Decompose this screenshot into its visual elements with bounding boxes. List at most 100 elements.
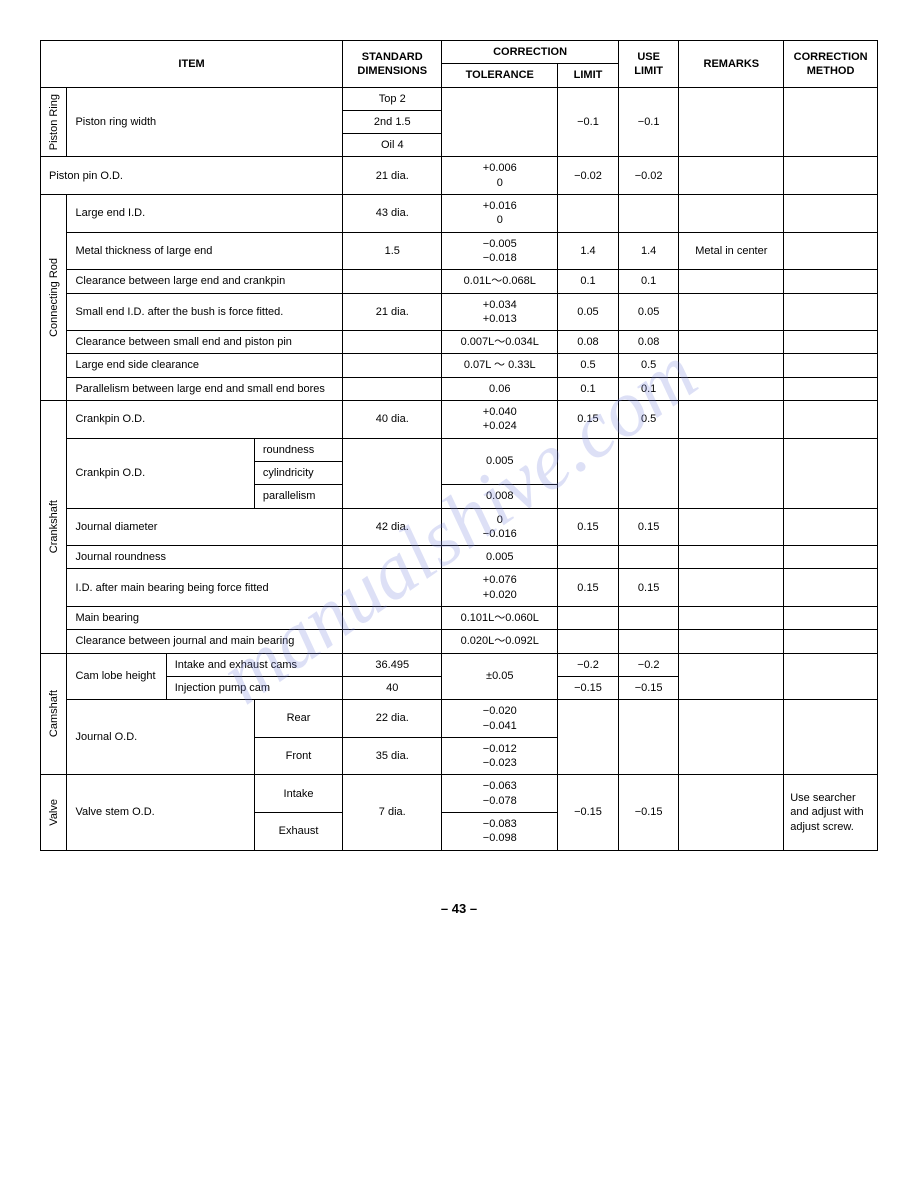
- limit-r17b: −0.15: [558, 676, 619, 699]
- category-crankshaft: Crankshaft: [41, 401, 67, 654]
- use-r11: [618, 438, 679, 508]
- tol-r18a: −0.020 −0.041: [442, 700, 558, 738]
- remarks-blank: [679, 87, 784, 157]
- use-r17a: −0.2: [618, 653, 679, 676]
- limit-r19: −0.15: [558, 775, 619, 850]
- std-r10: 40 dia.: [343, 401, 442, 439]
- limit-r18: [558, 700, 619, 775]
- page-number: – 43 –: [40, 901, 878, 916]
- std-r17b: 40: [343, 676, 442, 699]
- tol-r9: 0.06: [442, 377, 558, 400]
- method-r6: [784, 293, 878, 331]
- tol-r5: 0.01L～0.068L: [442, 270, 558, 293]
- method-r5: [784, 270, 878, 293]
- item-r13: Journal roundness: [67, 546, 343, 569]
- sub-injection: Injection pump cam: [166, 676, 342, 699]
- method-r12: [784, 508, 878, 546]
- tol-r19a: −0.063 −0.078: [442, 775, 558, 813]
- tol-r17: ±0.05: [442, 653, 558, 700]
- remarks-r16: [679, 630, 784, 653]
- std-r11: [343, 438, 442, 508]
- remarks-r9: [679, 377, 784, 400]
- sub-roundness: roundness: [254, 438, 342, 461]
- use-r2: −0.02: [618, 157, 679, 195]
- limit-r3: [558, 195, 619, 233]
- method-r17: [784, 653, 878, 700]
- method-r3: [784, 195, 878, 233]
- use-r3: [618, 195, 679, 233]
- limit-r4: 1.4: [558, 232, 619, 270]
- use-r5: 0.1: [618, 270, 679, 293]
- header-item: ITEM: [41, 41, 343, 88]
- limit-r17a: −0.2: [558, 653, 619, 676]
- limit-r6: 0.05: [558, 293, 619, 331]
- std-r16: [343, 630, 442, 653]
- std-r18a: 22 dia.: [343, 700, 442, 738]
- header-method: CORRECTION METHOD: [784, 41, 878, 88]
- method-blank: [784, 87, 878, 157]
- use-r12: 0.15: [618, 508, 679, 546]
- std-r19: 7 dia.: [343, 775, 442, 850]
- std-r4: 1.5: [343, 232, 442, 270]
- std-top: Top 2: [343, 87, 442, 110]
- tol-r6: +0.034 +0.013: [442, 293, 558, 331]
- std-r2: 21 dia.: [343, 157, 442, 195]
- tol-r18b: −0.012 −0.023: [442, 737, 558, 775]
- std-r13: [343, 546, 442, 569]
- tol-r8: 0.07L ～ 0.33L: [442, 354, 558, 377]
- std-oil: Oil 4: [343, 134, 442, 157]
- limit-r5: 0.1: [558, 270, 619, 293]
- limit-r12: 0.15: [558, 508, 619, 546]
- header-limit: LIMIT: [558, 64, 619, 87]
- method-r11: [784, 438, 878, 508]
- tol-r3: +0.016 0: [442, 195, 558, 233]
- remarks-r8: [679, 354, 784, 377]
- limit-r8: 0.5: [558, 354, 619, 377]
- tol-r2: +0.006 0: [442, 157, 558, 195]
- use-r14: 0.15: [618, 569, 679, 607]
- item-r4: Metal thickness of large end: [67, 232, 343, 270]
- item-r19: Valve stem O.D.: [67, 775, 254, 850]
- tol-r15: 0.101L～0.060L: [442, 607, 558, 630]
- tol-r14: +0.076 +0.020: [442, 569, 558, 607]
- category-valve: Valve: [41, 775, 67, 850]
- item-r7: Clearance between small end and piston p…: [67, 331, 343, 354]
- tol-r7: 0.007L～0.034L: [442, 331, 558, 354]
- std-r18b: 35 dia.: [343, 737, 442, 775]
- use-r15: [618, 607, 679, 630]
- remarks-r15: [679, 607, 784, 630]
- header-use-limit: USE LIMIT: [618, 41, 679, 88]
- item-r11: Crankpin O.D.: [67, 438, 254, 508]
- category-camshaft: Camshaft: [41, 653, 67, 775]
- tol-r12: 0 −0.016: [442, 508, 558, 546]
- use-r17b: −0.15: [618, 676, 679, 699]
- header-standard: STANDARD DIMENSIONS: [343, 41, 442, 88]
- item-r18: Journal O.D.: [67, 700, 254, 775]
- tol-r13: 0.005: [442, 546, 558, 569]
- remarks-r2: [679, 157, 784, 195]
- sub-rear: Rear: [254, 700, 342, 738]
- limit-r9: 0.1: [558, 377, 619, 400]
- remarks-r12: [679, 508, 784, 546]
- limit-r13: [558, 546, 619, 569]
- remarks-r10: [679, 401, 784, 439]
- limit-r15: [558, 607, 619, 630]
- sub-cylindricity: cylindricity: [254, 461, 342, 484]
- remarks-r3: [679, 195, 784, 233]
- method-r13: [784, 546, 878, 569]
- remarks-r19: [679, 775, 784, 850]
- method-r15: [784, 607, 878, 630]
- use-r9: 0.1: [618, 377, 679, 400]
- tol-r11a: 0.005: [442, 438, 558, 485]
- header-correction: CORRECTION: [442, 41, 618, 64]
- method-r2: [784, 157, 878, 195]
- tol-r16: 0.020L～0.092L: [442, 630, 558, 653]
- method-r9: [784, 377, 878, 400]
- sub-intake: Intake: [254, 775, 342, 813]
- method-r19: Use searcher and adjust with adjust scre…: [784, 775, 878, 850]
- remarks-r4: Metal in center: [679, 232, 784, 270]
- tol-r10: +0.040 +0.024: [442, 401, 558, 439]
- method-r10: [784, 401, 878, 439]
- item-r5: Clearance between large end and crankpin: [67, 270, 343, 293]
- std-r14: [343, 569, 442, 607]
